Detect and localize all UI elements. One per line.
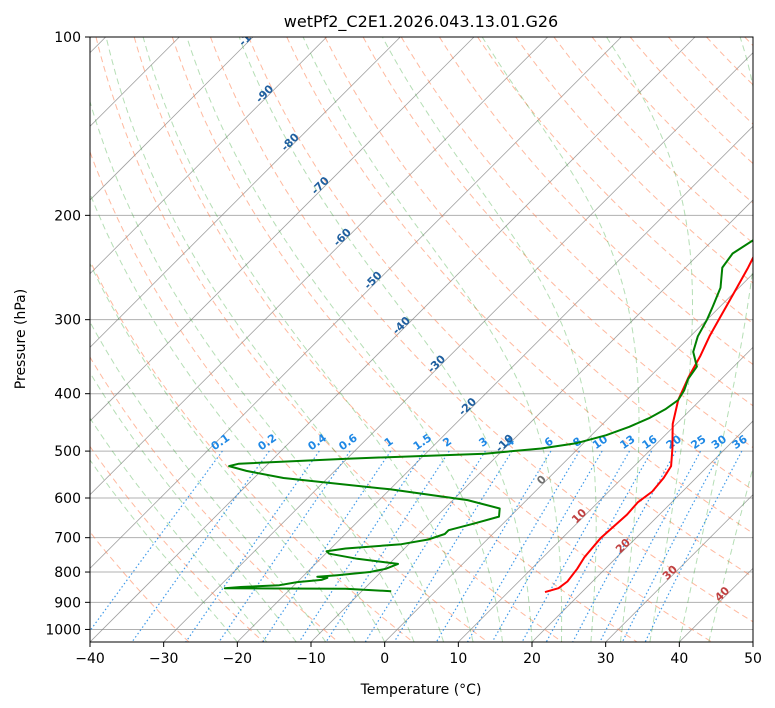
dry-adiabat-line	[400, 37, 753, 407]
mixing-ratio-line	[364, 450, 486, 642]
moist-adiabat-line	[186, 37, 503, 642]
axes: −40 −30 −20 −10 0 10 20 30 40 50 100 200 300 400 500 60…	[45, 30, 762, 667]
plot-area: 0.1 0.2 0.4 0.6 1 1.5 2 3 4 6 8 10 13 16 20 25 30 36-100-…	[90, 20, 753, 642]
dry-adiabat-line	[90, 356, 339, 642]
moist-adiabat-line	[606, 37, 693, 642]
dry-adiabat-line	[324, 37, 753, 491]
mixing-ratio-line	[218, 450, 351, 642]
x-tick-label: 50	[744, 651, 762, 667]
moist-adiabat-line	[90, 192, 386, 642]
mixing-ratio-line	[466, 450, 580, 642]
moist-adiabat-line	[142, 37, 474, 642]
y-tick-label: 400	[54, 387, 81, 403]
x-tick-label: 0	[380, 651, 389, 667]
x-tick-label: 20	[523, 651, 541, 667]
isotherm-line	[90, 37, 254, 201]
dry-adiabat-line	[438, 37, 753, 366]
plot-frame	[89, 36, 754, 643]
isotherm-label: -100	[236, 20, 265, 49]
x-tick-label: 40	[670, 651, 688, 667]
moist-adiabat-line	[90, 371, 297, 642]
moist-adiabat-line	[381, 37, 597, 642]
mixing-ratio-line	[521, 450, 631, 642]
moist-adiabat-line	[238, 37, 533, 642]
dry-adiabat-line	[133, 37, 638, 642]
isotherm-line	[384, 273, 753, 642]
moist-adiabat-line	[678, 37, 753, 642]
dry-adiabat-line	[553, 37, 753, 244]
dry-adiabat-line	[210, 37, 753, 623]
plot-background	[90, 37, 753, 642]
y-tick-label: 200	[54, 208, 81, 224]
y-axis-label: Pressure (hPa)	[13, 289, 29, 389]
dry-adiabat-line	[171, 37, 712, 642]
isotherm-line	[90, 37, 475, 422]
x-tick-label: −40	[75, 651, 105, 667]
x-tick-label: −10	[296, 651, 326, 667]
y-tick-label: 1000	[45, 622, 81, 638]
x-tick-label: −20	[223, 651, 253, 667]
dry-adiabat-line	[90, 259, 414, 642]
dry-adiabat-line	[90, 445, 264, 642]
moist-adiabat-line	[90, 99, 415, 642]
mixing-ratio-line	[491, 450, 603, 642]
moist-adiabat-line	[302, 37, 563, 642]
isotherm-line	[605, 494, 753, 642]
moist-adiabat-line	[481, 37, 640, 642]
dry-adiabat-line	[95, 37, 563, 642]
dry-adiabat-line	[248, 37, 753, 578]
y-tick-label: 100	[54, 30, 81, 46]
mixing-ratio-line	[621, 450, 722, 642]
isotherm-line	[163, 52, 753, 642]
x-tick-label: 30	[597, 651, 615, 667]
isotherm-line	[531, 420, 753, 642]
moist-adiabat-line	[90, 417, 268, 642]
y-tick-label: 800	[54, 565, 81, 581]
dry-adiabat-line	[591, 37, 753, 204]
mixing-ratio-line	[393, 450, 513, 642]
isotherm-line	[237, 125, 753, 642]
mixing-ratio-line	[131, 450, 270, 642]
x-tick-label: 10	[449, 651, 467, 667]
dry-adiabat-line	[362, 37, 753, 449]
isotherm-line	[90, 37, 401, 348]
y-tick-label: 300	[54, 313, 81, 329]
isotherm-line	[90, 37, 548, 496]
isotherm-line	[458, 346, 753, 642]
moist-adiabat-line	[90, 262, 356, 642]
y-tick-label: 500	[54, 444, 81, 460]
mixing-ratio-line	[545, 450, 653, 642]
mixing-ratio-line	[185, 450, 320, 642]
isotherm-line	[90, 37, 696, 642]
temperature-profile	[544, 255, 753, 594]
y-tick-label: 600	[54, 491, 81, 507]
moist-adiabat-line	[708, 465, 753, 642]
isotherm-line	[752, 641, 753, 642]
chart-title: wetPf2_C2E1.2026.043.13.01.G26	[284, 12, 558, 32]
moist-adiabat-line	[90, 459, 238, 642]
dewpoint-profile	[223, 239, 753, 593]
y-tick-label: 700	[54, 531, 81, 547]
mixing-ratio-line	[599, 450, 702, 642]
x-axis-label: Temperature (°C)	[360, 682, 482, 698]
mixing-ratio-line	[435, 450, 552, 642]
mixing-ratio-line	[572, 450, 677, 642]
dry-adiabat-line	[286, 37, 753, 534]
y-tick-label: 900	[54, 595, 81, 611]
x-tick-label: −30	[149, 651, 179, 667]
isotherm-line	[90, 37, 327, 275]
isotherm-line	[90, 37, 622, 569]
